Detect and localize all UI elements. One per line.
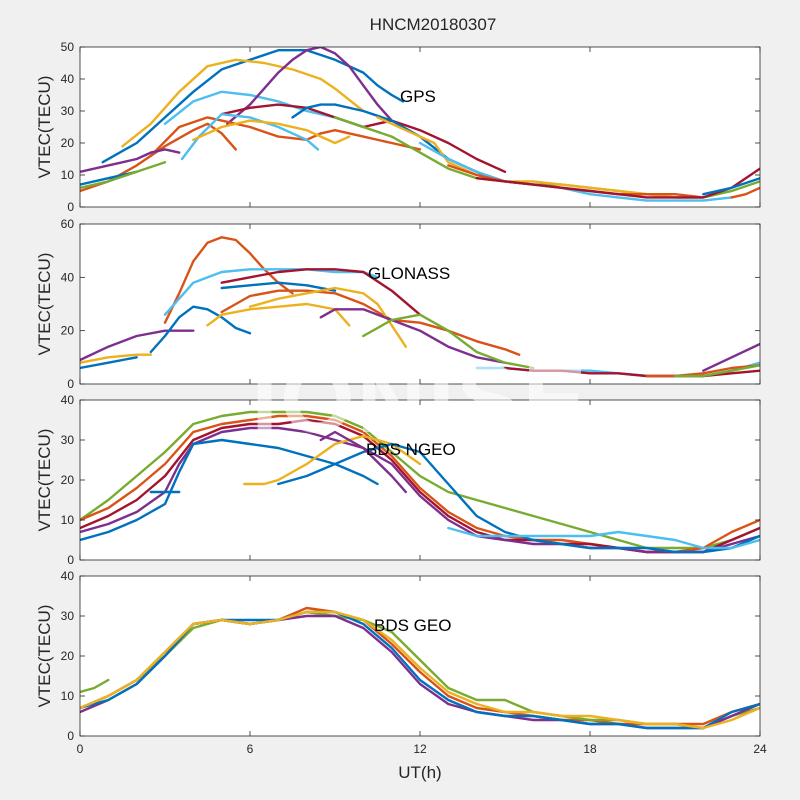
series-line-8 [149,305,252,354]
series-line-4 [226,47,393,126]
panel-annotation: GLONASS [368,264,450,283]
series-line-2 [121,58,365,148]
panel-annotation: BDS NGEO [366,440,456,459]
series-line-18 [475,167,760,199]
series-line-8 [149,116,422,158]
panel-annotation: BDS GEO [374,616,451,635]
series-line-1 [101,49,405,164]
series-line-8 [447,526,760,550]
y-tick-label: 30 [61,104,75,118]
y-tick-label: 50 [61,40,75,54]
y-tick-label: 0 [67,729,74,743]
y-tick-label: 0 [67,553,74,567]
y-tick-label: 20 [61,136,75,150]
series-line-6 [291,103,492,180]
series-line-11 [80,148,181,174]
y-tick-label: 40 [61,569,75,583]
x-tick-label: 6 [247,742,254,756]
series-line-4 [220,281,337,292]
series-group [80,47,760,202]
x-tick-label: 18 [583,742,597,756]
series-line-19 [702,176,760,196]
series-line-10 [319,308,507,364]
series-line-13 [80,160,167,190]
y-tick-label: 30 [61,433,75,447]
panel-annotation: GPS [400,87,436,106]
subplot-glonass: 0 20 40 60 VTEC(TECU) GLONASS [35,217,761,391]
y-axis-label: VTEC(TECU) [35,429,54,532]
series-line-3 [220,268,422,316]
series-group [80,236,760,378]
series-line-16 [645,364,760,378]
plot-area [80,224,760,384]
series-line-20 [730,186,760,199]
series-line-17 [702,342,760,372]
watermark: IONISE [251,346,588,453]
series-line-5 [80,610,760,730]
series-line-4 [80,426,760,554]
series-line-7 [80,329,195,362]
y-tick-label: 20 [61,324,75,338]
x-tick-label: 24 [753,742,767,756]
y-tick-label: 40 [61,393,75,407]
series-line-10 [192,119,351,145]
series-line-15 [503,366,760,378]
x-tick-label: 0 [77,742,84,756]
series-line-1 [163,236,294,324]
y-tick-label: 20 [61,473,75,487]
figure-title: HNCM20180307 [370,15,497,34]
plot-area [80,47,760,207]
y-tick-label: 10 [61,513,75,527]
y-axis-label: VTEC(TECU) [35,253,54,356]
series-line-6 [243,434,422,486]
y-tick-label: 30 [61,609,75,623]
series-group [80,606,760,730]
y-tick-label: 10 [61,689,75,703]
y-tick-label: 10 [61,168,75,182]
y-axis-label: VTEC(TECU) [35,76,54,179]
y-tick-label: 0 [67,200,74,214]
series-line-12 [80,356,138,370]
y-tick-label: 60 [61,217,75,231]
y-tick-label: 40 [61,270,75,284]
y-tick-label: 20 [61,649,75,663]
y-tick-label: 40 [61,72,75,86]
subplot-bds-geo: 0 10 20 30 40 0 6 12 18 24 VTEC(TECU) BDS GEO [35,569,767,756]
x-tick-label: 12 [413,742,427,756]
y-tick-label: 0 [67,377,74,391]
series-line-16 [418,141,733,202]
plot-area [80,400,760,560]
series-line-11 [362,313,535,370]
series-line-18 [673,364,760,378]
subplot-gps: 0 10 20 30 40 50 VTEC(TECU) GPS [35,40,761,214]
plot-area [80,576,760,736]
y-axis-label: VTEC(TECU) [35,605,54,708]
subplot-bds-ngeo: 0 10 20 30 40 VTEC(TECU) BDS NGEO [35,393,761,567]
x-axis-label: UT(h) [398,763,441,782]
series-line-9 [319,430,407,494]
series-line-6 [80,678,110,694]
series-line-5 [220,289,521,356]
series-line-13 [80,353,153,364]
series-group [80,410,760,554]
